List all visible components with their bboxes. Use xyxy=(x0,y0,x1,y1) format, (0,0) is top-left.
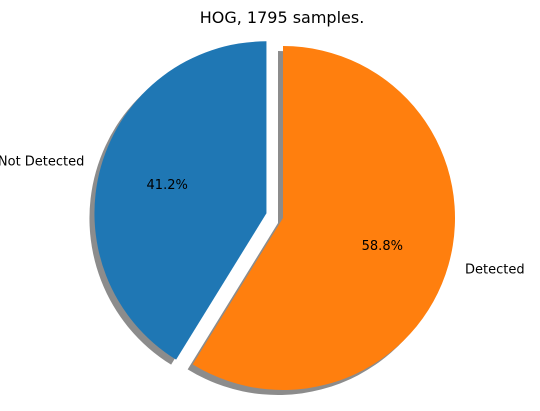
pie-slice-detected xyxy=(192,46,456,390)
pie-slice-not-detected xyxy=(94,41,267,360)
slice-percent-not-detected: 41.2% xyxy=(147,178,188,193)
slice-label-not-detected: Not Detected xyxy=(0,155,84,170)
slice-label-detected: Detected xyxy=(465,263,525,278)
labels-group: Not Detected 41.2% Detected 58.8% xyxy=(0,155,525,278)
slices-group xyxy=(94,41,456,390)
chart-title: HOG, 1795 samples. xyxy=(200,8,365,27)
slice-percent-detected: 58.8% xyxy=(362,239,403,254)
